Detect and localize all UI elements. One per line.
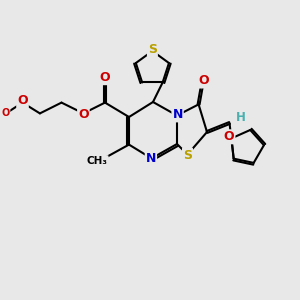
Text: S: S — [183, 148, 192, 162]
Text: CH₃: CH₃ — [87, 156, 108, 166]
Text: S: S — [148, 43, 157, 56]
Text: O: O — [1, 108, 10, 118]
Text: O: O — [99, 71, 110, 84]
Text: H: H — [236, 111, 246, 124]
Text: N: N — [172, 108, 183, 122]
Text: O: O — [199, 74, 209, 88]
Text: O: O — [78, 108, 89, 121]
Text: O: O — [224, 130, 234, 143]
Text: N: N — [146, 152, 156, 165]
Text: O: O — [17, 94, 28, 107]
